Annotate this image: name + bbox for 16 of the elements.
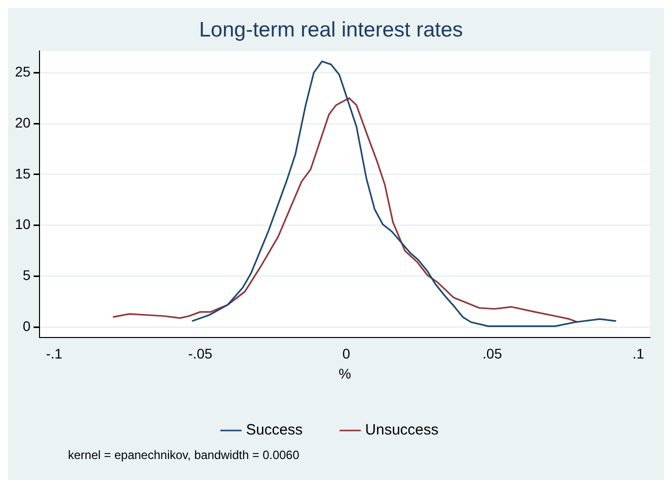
x-tick-label: .1 xyxy=(632,346,644,362)
y-tick-label: 25 xyxy=(14,63,31,80)
legend-label: Unsuccess xyxy=(365,422,439,439)
y-tick-label: 15 xyxy=(14,165,31,182)
x-tick-label: 0 xyxy=(342,346,350,362)
x-tick-label: -.05 xyxy=(188,346,212,362)
y-tick-label: 20 xyxy=(14,114,31,130)
legend-label: Success xyxy=(246,422,303,439)
y-tick-label: 5 xyxy=(22,267,31,284)
text: kernel = epanechnikov, bandwidth = 0.0060 xyxy=(68,448,300,462)
x-tick-label: -.1 xyxy=(46,346,63,362)
x-tick-label: .05 xyxy=(482,346,502,362)
chart-title: Long-term real interest rates xyxy=(199,18,463,42)
y-tick-label: 10 xyxy=(14,216,31,232)
y-tick-label: 0 xyxy=(22,318,31,334)
x-axis-title: % xyxy=(338,365,352,382)
